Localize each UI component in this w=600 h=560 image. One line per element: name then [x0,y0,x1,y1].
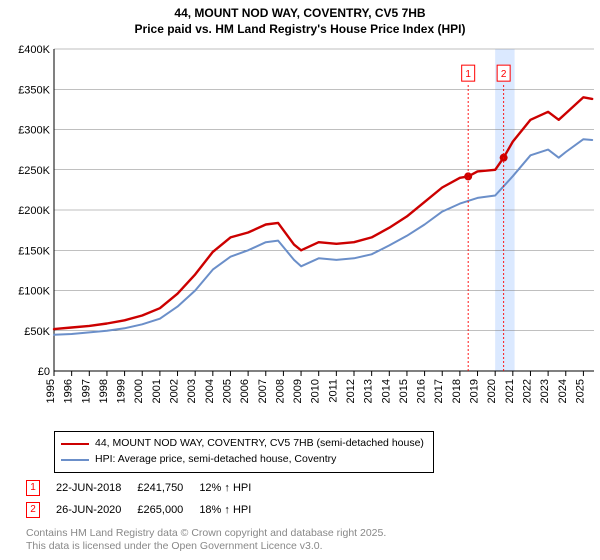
sale-delta: 12% ↑ HPI [199,477,267,499]
svg-text:2011: 2011 [327,379,339,403]
svg-text:2007: 2007 [257,379,269,403]
sale-date: 26-JUN-2020 [56,499,137,521]
svg-text:2008: 2008 [274,379,286,403]
legend-item: HPI: Average price, semi-detached house,… [61,452,427,468]
svg-text:2003: 2003 [186,379,198,403]
svg-text:2012: 2012 [345,379,357,403]
legend: 44, MOUNT NOD WAY, COVENTRY, CV5 7HB (se… [54,431,434,473]
svg-text:£150K: £150K [18,245,50,257]
legend-swatch [61,443,89,445]
svg-text:2004: 2004 [204,379,216,403]
sale-date: 22-JUN-2018 [56,477,137,499]
svg-text:2022: 2022 [521,379,533,403]
svg-text:2005: 2005 [221,379,233,403]
svg-text:2009: 2009 [292,379,304,403]
legend-label: 44, MOUNT NOD WAY, COVENTRY, CV5 7HB (se… [95,436,424,452]
svg-text:2013: 2013 [363,379,375,403]
svg-text:2016: 2016 [416,379,428,403]
svg-text:1: 1 [465,69,471,80]
svg-text:£250K: £250K [18,165,50,177]
svg-text:£50K: £50K [24,326,50,338]
footer-line-2: This data is licensed under the Open Gov… [26,540,594,554]
svg-text:2006: 2006 [239,379,251,403]
svg-text:1995: 1995 [45,379,57,403]
svg-text:1997: 1997 [80,379,92,403]
svg-text:£300K: £300K [18,125,50,137]
svg-text:2023: 2023 [539,379,551,403]
svg-text:2024: 2024 [557,379,569,403]
chart-titles: 44, MOUNT NOD WAY, COVENTRY, CV5 7HB Pri… [6,6,594,37]
svg-text:£350K: £350K [18,84,50,96]
legend-swatch [61,459,89,461]
svg-text:2017: 2017 [433,379,445,403]
sale-delta: 18% ↑ HPI [199,499,267,521]
svg-text:2014: 2014 [380,379,392,403]
svg-text:2015: 2015 [398,379,410,403]
svg-text:£0: £0 [38,366,50,378]
title-line-1: 44, MOUNT NOD WAY, COVENTRY, CV5 7HB [6,6,594,22]
svg-text:1998: 1998 [98,379,110,403]
svg-text:2018: 2018 [451,379,463,403]
footer-line-1: Contains HM Land Registry data © Crown c… [26,527,594,541]
sale-marker-icon: 1 [26,480,40,496]
svg-text:1996: 1996 [63,379,75,403]
title-line-2: Price paid vs. HM Land Registry's House … [6,22,594,38]
svg-text:2025: 2025 [574,379,586,403]
legend-label: HPI: Average price, semi-detached house,… [95,452,336,468]
svg-text:£100K: £100K [18,286,50,298]
svg-text:2010: 2010 [310,379,322,403]
footer-attribution: Contains HM Land Registry data © Crown c… [26,527,594,554]
sales-table: 1 22-JUN-2018£241,75012% ↑ HPI 2 26-JUN-202… [26,477,267,521]
sale-marker-icon: 2 [26,502,40,518]
sale-row: 1 22-JUN-2018£241,75012% ↑ HPI [26,477,267,499]
svg-text:2020: 2020 [486,379,498,403]
legend-item: 44, MOUNT NOD WAY, COVENTRY, CV5 7HB (se… [61,436,427,452]
sale-row: 2 26-JUN-2020£265,00018% ↑ HPI [26,499,267,521]
sale-price: £241,750 [137,477,199,499]
svg-text:1999: 1999 [116,379,128,403]
svg-text:2021: 2021 [504,379,516,403]
svg-text:2: 2 [501,69,507,80]
sale-price: £265,000 [137,499,199,521]
svg-text:£400K: £400K [18,44,50,56]
svg-text:2000: 2000 [133,379,145,403]
svg-text:2019: 2019 [469,379,481,403]
svg-text:2001: 2001 [151,379,163,403]
price-chart: £0 £50K £100K £150K £200K £250K £300K £350K £400… [6,43,594,425]
svg-text:2002: 2002 [169,379,181,403]
svg-text:£200K: £200K [18,205,50,217]
